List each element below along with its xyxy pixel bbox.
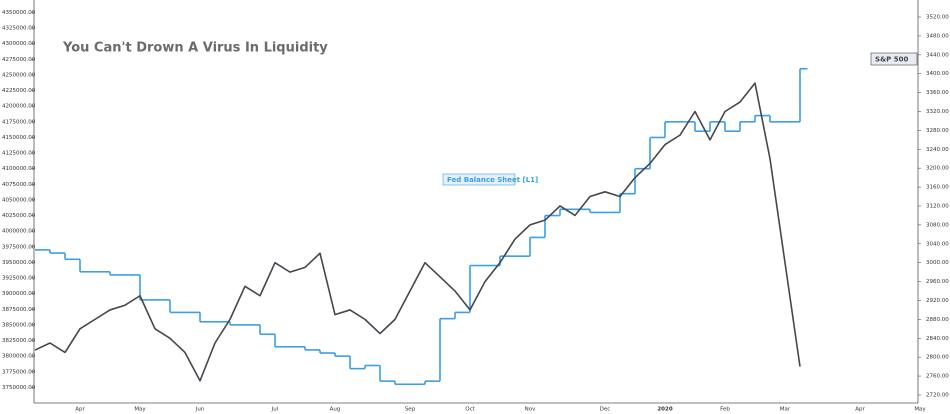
x-tick-label: Aug	[330, 407, 341, 413]
y2-tick-label: 3480.00	[926, 33, 949, 39]
chart-title: You Can't Drown A Virus In Liquidity	[62, 41, 328, 56]
y-tick-label: 4075000.00	[2, 182, 36, 188]
y-tick-label: 3875000.00	[2, 307, 36, 313]
y-tick-label: 4275000.00	[2, 57, 36, 63]
x-tick-label: Apr	[855, 407, 865, 413]
y-tick-label: 3950000.00	[2, 260, 36, 266]
y-tick-label: 4325000.00	[2, 26, 36, 32]
y-tick-label: 3750000.00	[2, 385, 36, 391]
series-tag-box	[442, 173, 516, 186]
y2-tick-label: 2760.00	[926, 374, 949, 380]
x-tick-label: Feb	[720, 407, 730, 413]
y2-tick-label: 2960.00	[926, 279, 949, 285]
y-tick-label: 3775000.00	[2, 369, 36, 375]
x-tick-label: May	[134, 407, 146, 413]
y-tick-label: 4000000.00	[2, 229, 36, 235]
y2-tick-label: 3080.00	[926, 222, 949, 228]
series-tag: S&P 500	[875, 56, 908, 64]
x-tick-label: Sep	[405, 407, 416, 413]
y2-tick-label: 3520.00	[926, 15, 949, 21]
y-tick-label: 4100000.00	[2, 166, 36, 172]
y-tick-label: 3800000.00	[2, 354, 36, 360]
y2-tick-label: 2800.00	[926, 355, 949, 361]
series-tag: Fed Balance Sheet [L1]	[447, 176, 538, 184]
y-tick-label: 4250000.00	[2, 72, 36, 78]
y2-tick-label: 2880.00	[926, 317, 949, 323]
y2-tick-label: 2920.00	[926, 298, 949, 304]
y2-tick-label: 3280.00	[926, 128, 949, 134]
y-tick-label: 3925000.00	[2, 276, 36, 282]
y2-tick-label: 2720.00	[926, 392, 949, 398]
y2-tick-label: 3400.00	[926, 71, 949, 77]
y2-tick-label: 3160.00	[926, 185, 949, 191]
y2-tick-label: 3120.00	[926, 203, 949, 209]
y2-tick-label: 3200.00	[926, 166, 949, 172]
y2-tick-label: 3040.00	[926, 241, 949, 247]
y2-tick-label: 3000.00	[926, 260, 949, 266]
x-tick-label: Apr	[75, 407, 85, 413]
y-tick-label: 3975000.00	[2, 244, 36, 250]
x-tick-label: 2020	[657, 407, 672, 413]
x-tick-label: Mar	[780, 407, 791, 413]
y-tick-label: 4350000.00	[2, 10, 36, 16]
y2-tick-label: 3240.00	[926, 147, 949, 153]
y-tick-label: 4300000.00	[2, 41, 36, 47]
y2-tick-label: 3360.00	[926, 90, 949, 96]
y2-tick-label: 3440.00	[926, 52, 949, 58]
y-tick-label: 4050000.00	[2, 197, 36, 203]
y-tick-label: 4200000.00	[2, 104, 36, 110]
x-tick-label: Jun	[195, 407, 205, 413]
line	[34, 82, 801, 382]
x-tick-label: Oct	[465, 407, 475, 413]
y-tick-label: 4175000.00	[2, 119, 36, 125]
y2-tick-label: 3320.00	[926, 109, 949, 115]
x-tick-label: Dec	[600, 407, 611, 413]
y-tick-label: 3825000.00	[2, 338, 36, 344]
y2-tick-label: 2840.00	[926, 336, 949, 342]
series-tag-box	[870, 52, 918, 66]
y-tick-label: 4225000.00	[2, 88, 36, 94]
y-tick-label: 4150000.00	[2, 135, 36, 141]
x-tick-label: May	[914, 407, 926, 413]
y-tick-label: 4025000.00	[2, 213, 36, 219]
x-tick-label: Nov	[525, 407, 536, 413]
y-tick-label: 4125000.00	[2, 151, 36, 157]
step-riser	[49, 68, 801, 385]
y-tick-label: 3850000.00	[2, 322, 36, 328]
y-tick-label: 3900000.00	[2, 291, 36, 297]
x-tick-label: Jul	[271, 407, 279, 413]
